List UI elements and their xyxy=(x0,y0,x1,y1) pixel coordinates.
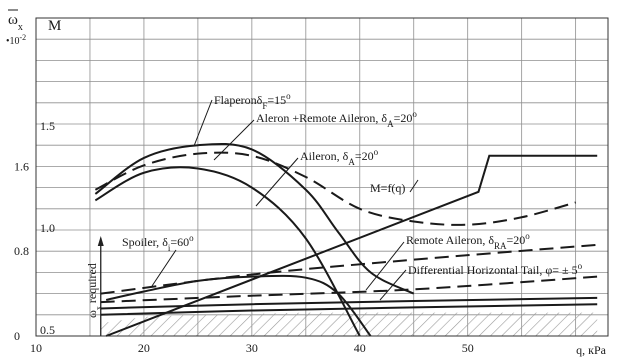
omega-multiplier: •10-2 xyxy=(6,33,26,48)
series-layer xyxy=(94,142,598,337)
annotation-name: Flaperon xyxy=(214,93,257,107)
series-line-3 xyxy=(94,166,361,337)
series-line-8 xyxy=(100,296,598,310)
annotation-name: Spoiler, xyxy=(122,235,162,249)
annotation-name: M=f(q) xyxy=(370,181,405,195)
annotation-sub: A xyxy=(348,157,355,167)
series-line-7 xyxy=(100,275,598,304)
required-label-symbol: ω xyxy=(85,310,99,318)
y-tick-label: 1.6 xyxy=(14,159,29,173)
annotation-value: =20 xyxy=(355,149,374,163)
omega-axis-sub: x xyxy=(18,22,23,33)
annotation-sup: o xyxy=(525,231,530,241)
y-tick-label: 0.8 xyxy=(14,244,29,258)
annotation-delta: φ xyxy=(545,263,552,277)
annotation-leader xyxy=(151,249,177,287)
y-tick-label: 0 xyxy=(14,329,20,343)
annotation-delta: δ xyxy=(162,235,168,249)
y-axis-label: M xyxy=(48,18,61,34)
required-label-sub: x xyxy=(94,306,103,310)
omega-multiplier-base: •10 xyxy=(6,36,20,47)
series-line-1 xyxy=(94,142,415,295)
annotation-value: = ± 5 xyxy=(552,263,577,277)
annotation-delta: δ xyxy=(343,149,349,163)
series-line-6 xyxy=(100,243,598,295)
annotation-value: =15 xyxy=(267,93,286,107)
annotation-leader xyxy=(213,119,255,161)
axes xyxy=(35,17,609,337)
annotation-name: Aleron +Remote Aileron, xyxy=(256,111,381,125)
series-line-4 xyxy=(105,154,598,337)
x-tick-label: 10 xyxy=(30,341,42,355)
required-label: ωx required xyxy=(85,263,103,318)
required-label-suffix: required xyxy=(85,263,99,306)
omega-tick-label: 0.5 xyxy=(40,323,55,337)
annotation-delta: δ xyxy=(488,233,494,247)
annotation-value: =20 xyxy=(394,111,413,125)
series-annotation: M=f(q) xyxy=(370,181,405,195)
series-annotation: Spoiler, δi=60o xyxy=(122,233,194,253)
annotation-sup: o xyxy=(374,147,379,157)
annotation-sup: o xyxy=(412,109,417,119)
annotation-sub: RA xyxy=(494,241,507,251)
annotation-leader xyxy=(365,241,405,291)
series-annotation: FlaperonδF=15o xyxy=(214,91,291,111)
omega-tick-label: 1.0 xyxy=(40,221,55,235)
series-annotation: Aileron, δA=20o xyxy=(300,147,379,167)
annotation-value: =60 xyxy=(170,235,189,249)
series-line-9 xyxy=(100,303,598,316)
plot-frame xyxy=(35,17,609,337)
omega-multiplier-exp: -2 xyxy=(20,33,27,42)
x-tick-label: 50 xyxy=(462,341,474,355)
series-line-2 xyxy=(94,151,576,226)
series-annotation: Remote Aileron, δRA=20o xyxy=(406,231,530,251)
x-axis-label: q, кPa xyxy=(576,343,607,357)
annotation-delta: δ xyxy=(257,93,263,107)
labels-layer: 10 20 30 40 50 q, кPa00.81.6M0.51.01.5ωx•10-2… xyxy=(6,9,607,357)
required-region: ωx required xyxy=(85,236,598,336)
omega-axis-label: ωx xyxy=(8,12,23,33)
x-tick-label: 30 xyxy=(246,341,258,355)
annotation-sub: F xyxy=(262,101,267,111)
annotation-sub: A xyxy=(387,119,394,129)
annotation-sub: i xyxy=(168,243,171,253)
annotation-value: =20 xyxy=(507,233,526,247)
annotation-name: Remote Aileron, xyxy=(406,233,488,247)
x-tick-label: 20 xyxy=(138,341,150,355)
annotation-leader xyxy=(379,269,407,301)
omega-tick-label: 1.5 xyxy=(40,119,55,133)
annotation-leader xyxy=(255,157,299,207)
annotation-leader xyxy=(409,179,419,193)
series-annotation: Aleron +Remote Aileron, δA=20o xyxy=(256,109,417,129)
annotation-sup: o xyxy=(286,91,291,101)
annotation-delta: δ xyxy=(381,111,387,125)
required-arrow-head xyxy=(97,236,104,246)
annotation-name: Aileron, xyxy=(300,149,343,163)
grid xyxy=(35,17,608,337)
required-hatch xyxy=(100,312,598,336)
omega-axis-symbol: ω xyxy=(8,12,18,28)
series-annotation: Differential Horizontal Tail, φ= ± 5o xyxy=(408,261,583,277)
annotation-sup: o xyxy=(578,261,583,271)
annotation-name: Differential Horizontal Tail, xyxy=(408,263,545,277)
x-tick-label: 40 xyxy=(354,341,366,355)
annotation-sup: o xyxy=(189,233,194,243)
annotation-leader xyxy=(193,99,213,147)
